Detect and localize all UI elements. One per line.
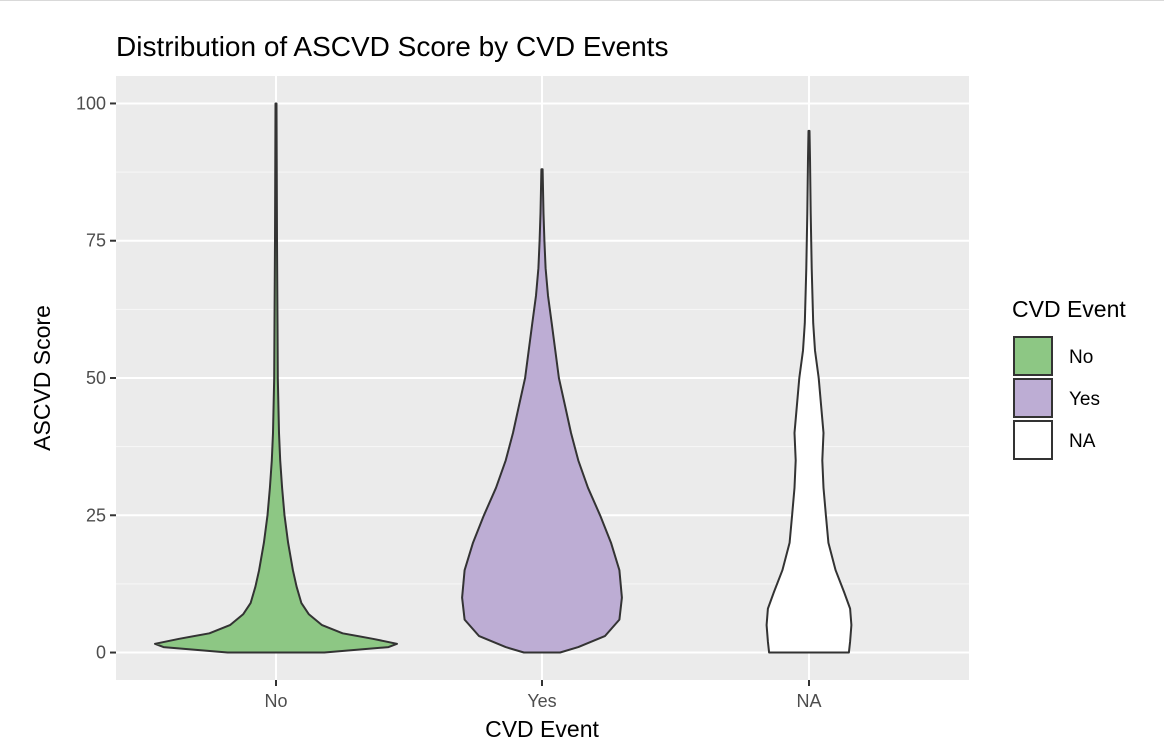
x-tick-label: NA xyxy=(796,691,821,711)
legend: CVD Event No Yes NA xyxy=(1012,296,1126,460)
legend-title: CVD Event xyxy=(1012,296,1126,322)
y-tick-label: 75 xyxy=(86,231,106,251)
y-tick-label: 100 xyxy=(76,93,106,113)
legend-label-yes: Yes xyxy=(1069,389,1100,410)
legend-label-na: NA xyxy=(1069,431,1096,452)
violin-yes xyxy=(461,168,623,654)
top-border xyxy=(0,0,1164,1)
legend-swatch-na xyxy=(1013,420,1053,460)
chart-title: Distribution of ASCVD Score by CVD Event… xyxy=(116,31,668,62)
violin-na xyxy=(765,129,853,654)
x-axis-title: CVD Event xyxy=(485,716,599,742)
legend-swatch-no xyxy=(1013,336,1053,376)
axes: 0 25 50 75 100 No Yes NA xyxy=(76,93,822,711)
legend-label-no: No xyxy=(1069,347,1093,368)
legend-swatch-yes xyxy=(1013,378,1053,418)
x-tick-label: Yes xyxy=(527,691,556,711)
y-tick-label: 50 xyxy=(86,368,106,388)
x-tick-label: No xyxy=(264,691,287,711)
y-axis-title: ASCVD Score xyxy=(29,305,55,451)
violin-no xyxy=(154,102,398,654)
y-tick-label: 25 xyxy=(86,505,106,525)
y-tick-label: 0 xyxy=(96,643,106,663)
violins xyxy=(154,102,853,654)
